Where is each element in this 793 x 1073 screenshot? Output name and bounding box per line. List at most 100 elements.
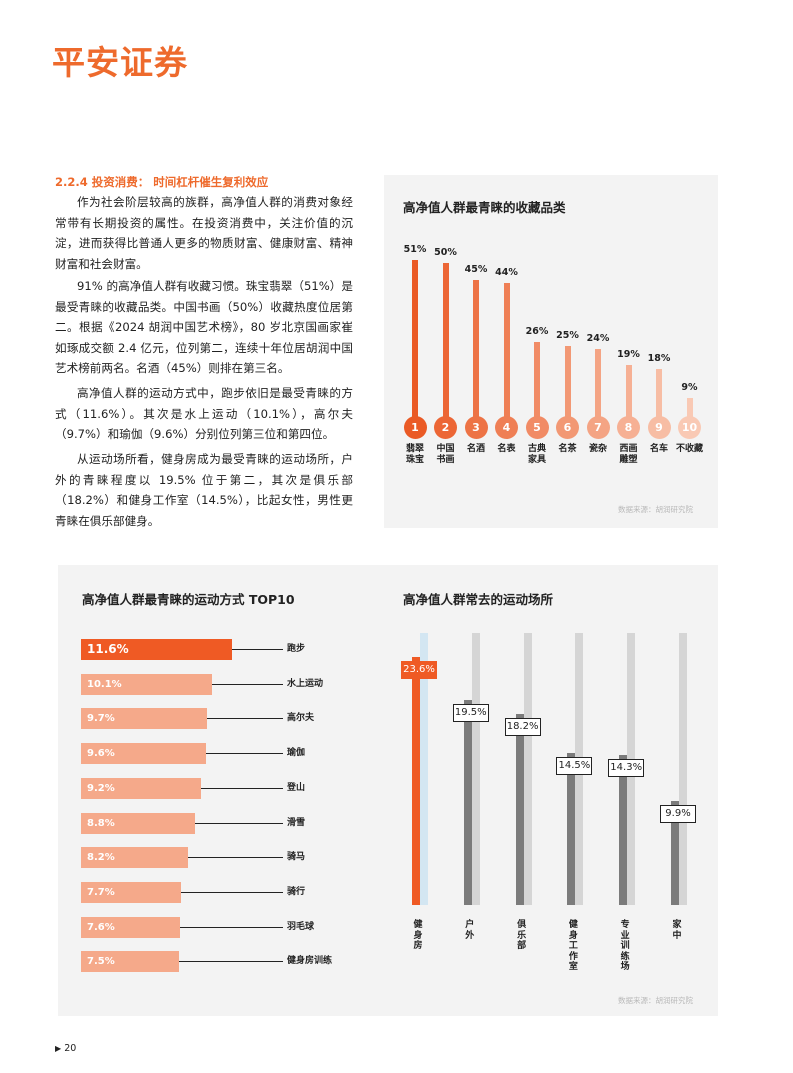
collection-rank-badge: 5 bbox=[525, 416, 549, 439]
collection-rank-badge: 6 bbox=[556, 416, 579, 439]
sport-method-bar: 9.7% bbox=[81, 708, 208, 730]
collection-value-label: 44% bbox=[495, 266, 518, 278]
collection-category-line: 雕塑 bbox=[619, 455, 638, 465]
venue-bar bbox=[619, 754, 628, 905]
collection-bar bbox=[595, 348, 601, 428]
sport-method-category-label: 登山 bbox=[287, 782, 306, 793]
venue-value-label: 9.9% bbox=[660, 805, 696, 824]
collection-value-label: 19% bbox=[617, 349, 640, 361]
collection-bar bbox=[412, 259, 418, 428]
collection-category-label: 名酒 bbox=[456, 444, 496, 455]
paragraph-sport-venue: 从运动场所看，健身房成为最受青睐的运动场所，户外的青睐程度以 19.5% 位于第… bbox=[55, 452, 353, 528]
sport-method-category-label: 跑步 bbox=[287, 644, 306, 654]
sport-method-category-label: 健身房训练 bbox=[287, 956, 333, 967]
paragraph-sport-method: 高净值人群的运动方式中，跑步依旧是最受青睐的方式（11.6%）。其次是水上运动（… bbox=[55, 386, 353, 441]
sport-method-leader-line bbox=[195, 822, 283, 824]
collection-category-line: 瓷杂 bbox=[588, 444, 607, 454]
collection-category-line: 名车 bbox=[649, 444, 668, 454]
collection-rank-badge: 2 bbox=[434, 416, 457, 439]
collection-value-label: 51% bbox=[403, 243, 427, 255]
collection-category-line: 中国 bbox=[436, 444, 455, 454]
sport-method-bar: 9.2% bbox=[81, 777, 201, 799]
sports-chart-source: 数据来源：胡润研究院 bbox=[618, 996, 693, 1005]
sport-method-leader-line bbox=[205, 753, 283, 755]
collection-category-line: 翡翠 bbox=[405, 444, 424, 454]
brand-logo: 平安证券 bbox=[52, 43, 188, 82]
venue-value-label: 18.2% bbox=[504, 717, 541, 736]
collection-bar bbox=[473, 279, 479, 428]
paragraph-investment: 作为社会阶层较高的族群，高净值人群的消费对象经常带有长期投资的属性。在投资消费中… bbox=[55, 195, 353, 271]
collection-value-label: 9% bbox=[681, 382, 698, 394]
collection-category-line: 名茶 bbox=[558, 444, 577, 454]
collection-category-label: 名表 bbox=[487, 444, 527, 455]
sport-method-leader-line bbox=[179, 926, 283, 928]
venue-track bbox=[420, 633, 428, 905]
collection-category-line: 书画 bbox=[436, 455, 455, 465]
collection-category-line: 家具 bbox=[527, 455, 546, 465]
sport-method-category-label: 骑行 bbox=[287, 886, 306, 897]
sport-method-bar: 7.6% bbox=[81, 916, 180, 938]
collection-rank-badge: 3 bbox=[464, 416, 488, 439]
collection-category-line: 名表 bbox=[497, 444, 516, 454]
collection-chart-panel: 高净值人群最青睐的收藏品类 51% 1 翡翠 珠宝 50% 2 中国 书画 45% 3 名酒 44% 4… bbox=[384, 175, 718, 528]
venue-value-label: 19.5% bbox=[452, 704, 489, 723]
collection-category-label: 中国 书画 bbox=[426, 444, 466, 466]
sport-method-category-label: 滑雪 bbox=[287, 817, 306, 828]
sport-method-bar: 11.6% bbox=[81, 639, 232, 660]
venue-category-label: 健身房 bbox=[413, 920, 423, 951]
sport-method-bar: 8.2% bbox=[81, 847, 188, 869]
sport-method-leader-line bbox=[207, 718, 283, 720]
page-number-value: 20 bbox=[64, 1043, 77, 1054]
sports-chart-panel: 高净值人群最青睐的运动方式 TOP10 11.6% 跑步 10.1% 水上运动 9.7%… bbox=[58, 565, 718, 1016]
sport-method-leader-line bbox=[187, 857, 283, 859]
collection-category-line: 西画 bbox=[619, 444, 638, 454]
collection-chart-title: 高净值人群最青睐的收藏品类 bbox=[403, 200, 566, 215]
collection-bar bbox=[534, 342, 540, 428]
collection-bar bbox=[442, 263, 449, 428]
page-marker-icon: ▶ bbox=[55, 1044, 62, 1053]
venue-category-label: 俱乐部 bbox=[517, 920, 527, 951]
venue-chart-plot: 23.6% 健身房 19.5% 户外 18.2% 俱乐部 14.5% 健身工作室 14.3% 专业… bbox=[388, 565, 718, 1016]
sport-method-leader-line bbox=[212, 683, 283, 685]
collection-bar bbox=[686, 398, 693, 428]
collection-category-label: 西画 雕塑 bbox=[609, 444, 649, 466]
collection-category-label: 名车 bbox=[639, 444, 679, 455]
venue-category-label: 健身工作室 bbox=[568, 920, 578, 972]
collection-rank-badge: 7 bbox=[586, 416, 610, 439]
sport-method-leader-line bbox=[178, 961, 283, 963]
venue-bar bbox=[463, 700, 472, 905]
sport-method-leader-line bbox=[181, 891, 283, 893]
collection-category-label: 不收藏 bbox=[670, 444, 710, 455]
collection-category-line: 名酒 bbox=[466, 444, 485, 454]
collection-rank-badge: 8 bbox=[617, 416, 640, 439]
collection-value-label: 50% bbox=[434, 247, 457, 258]
sport-method-bar: 9.6% bbox=[81, 743, 206, 765]
collection-chart-plot: 51% 1 翡翠 珠宝 50% 2 中国 书画 45% 3 名酒 44% 4 名表 26% 5 古典 家具 25% 6… bbox=[384, 175, 718, 528]
venue-bar bbox=[671, 801, 679, 905]
venue-value-label: 14.3% bbox=[608, 758, 645, 777]
collection-category-label: 名茶 bbox=[548, 444, 588, 455]
venue-category-label: 专业训练场 bbox=[620, 920, 630, 972]
venue-category-label: 家中 bbox=[672, 920, 682, 941]
sport-method-leader-line bbox=[200, 787, 283, 789]
collection-category-label: 古典 家具 bbox=[517, 444, 557, 466]
collection-bar bbox=[503, 282, 510, 428]
venue-value-label: 23.6% bbox=[401, 661, 437, 680]
venue-bar bbox=[567, 752, 576, 905]
sport-method-category-label: 水上运动 bbox=[287, 678, 324, 689]
sport-method-bar: 7.5% bbox=[81, 951, 179, 973]
sport-method-category-label: 瑜伽 bbox=[287, 748, 306, 759]
sport-method-category-label: 骑马 bbox=[287, 852, 306, 863]
paragraph-collection: 91% 的高净值人群有收藏习惯。珠宝翡翠（51%）是最受青睐的收藏品类。中国书画… bbox=[55, 279, 353, 375]
collection-value-label: 25% bbox=[556, 329, 579, 341]
sport-method-bar: 7.7% bbox=[81, 881, 182, 903]
collection-value-label: 26% bbox=[525, 326, 549, 338]
collection-category-line: 珠宝 bbox=[405, 455, 424, 465]
collection-category-label: 瓷杂 bbox=[578, 444, 618, 455]
sport-method-chart-title: 高净值人群最青睐的运动方式 TOP10 bbox=[82, 592, 295, 607]
collection-category-line: 古典 bbox=[527, 444, 546, 454]
venue-track bbox=[523, 633, 532, 905]
sport-method-bar: 10.1% bbox=[81, 673, 213, 695]
page-number: ▶ 20 bbox=[55, 1043, 76, 1054]
venue-category-label: 户外 bbox=[465, 920, 475, 941]
